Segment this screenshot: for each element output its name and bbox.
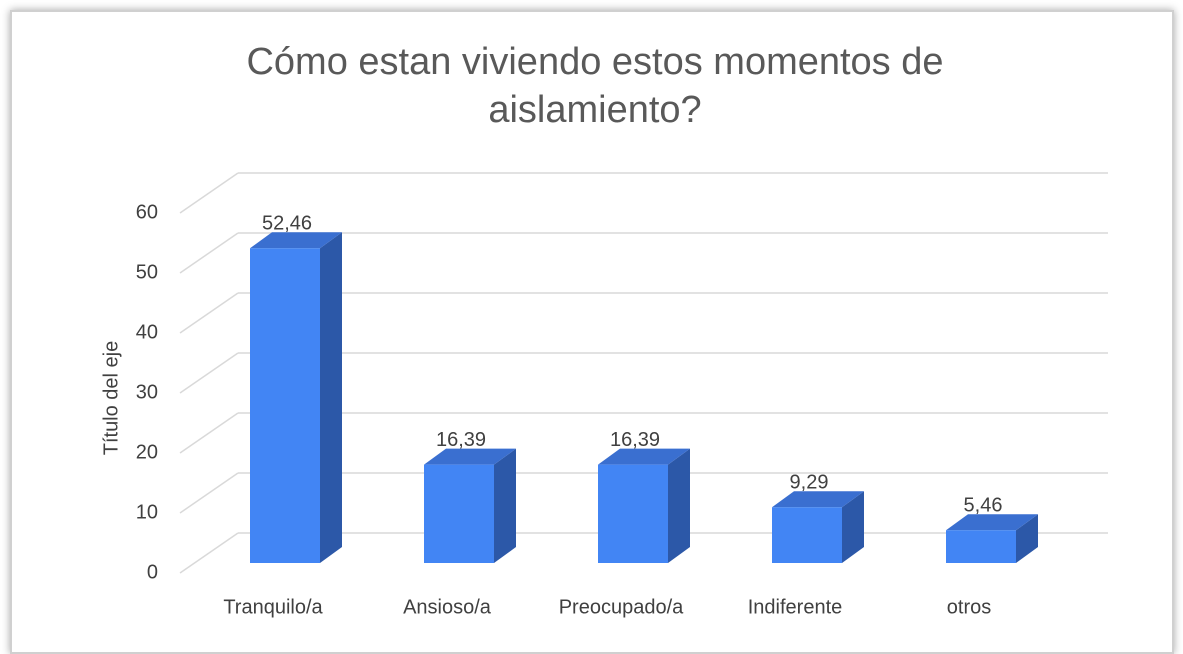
bar-front <box>772 507 842 563</box>
bar-front <box>424 464 494 563</box>
data-label: 16,39 <box>610 429 660 451</box>
bar-top <box>946 514 1038 531</box>
y-tick-label: 10 <box>136 501 158 523</box>
bar-front <box>598 464 668 563</box>
bar-front <box>250 248 320 564</box>
bar <box>250 232 342 564</box>
x-tick-label: otros <box>947 596 991 618</box>
grid-line <box>179 472 239 514</box>
y-axis-label: Título del eje <box>100 341 122 456</box>
y-tick-label: 60 <box>136 201 158 223</box>
chart-title: Cómo estan viviendo estos momentos de ai… <box>246 41 944 131</box>
bar-top <box>250 232 342 249</box>
y-tick-label: 40 <box>136 321 158 343</box>
grid-line <box>179 532 239 574</box>
grid-line <box>179 412 239 454</box>
bar-top <box>598 448 690 465</box>
y-tick-label: 0 <box>147 561 158 583</box>
bar-side <box>842 491 864 563</box>
x-tick-label: Tranquilo/a <box>223 596 323 618</box>
chart: Título del eje 0 10 20 30 40 50 60 Tranquilo/a 5… <box>100 172 1108 618</box>
bar <box>772 491 864 563</box>
bar <box>946 514 1038 563</box>
bar-front <box>946 530 1016 563</box>
data-label: 5,46 <box>964 495 1003 517</box>
y-tick-label: 50 <box>136 261 158 283</box>
grid-line <box>179 292 239 334</box>
y-tick-label: 30 <box>136 381 158 403</box>
bar-side <box>494 448 516 563</box>
bar-side <box>668 448 690 563</box>
bar-top <box>772 491 864 508</box>
grid-line <box>179 232 239 274</box>
bar-top <box>424 448 516 465</box>
x-tick-label: Ansioso/a <box>403 596 492 618</box>
data-label: 16,39 <box>436 429 486 451</box>
bar-side <box>1016 514 1038 563</box>
grid-line <box>179 352 239 394</box>
bar-side <box>320 232 342 564</box>
data-label: 9,29 <box>790 472 829 494</box>
y-tick-label: 20 <box>136 441 158 463</box>
bar <box>598 448 690 563</box>
grid-line <box>179 172 239 214</box>
x-tick-label: Preocupado/a <box>559 596 684 618</box>
data-label: 52,46 <box>262 213 312 235</box>
x-tick-label: Indiferente <box>748 596 843 618</box>
bar <box>424 448 516 563</box>
